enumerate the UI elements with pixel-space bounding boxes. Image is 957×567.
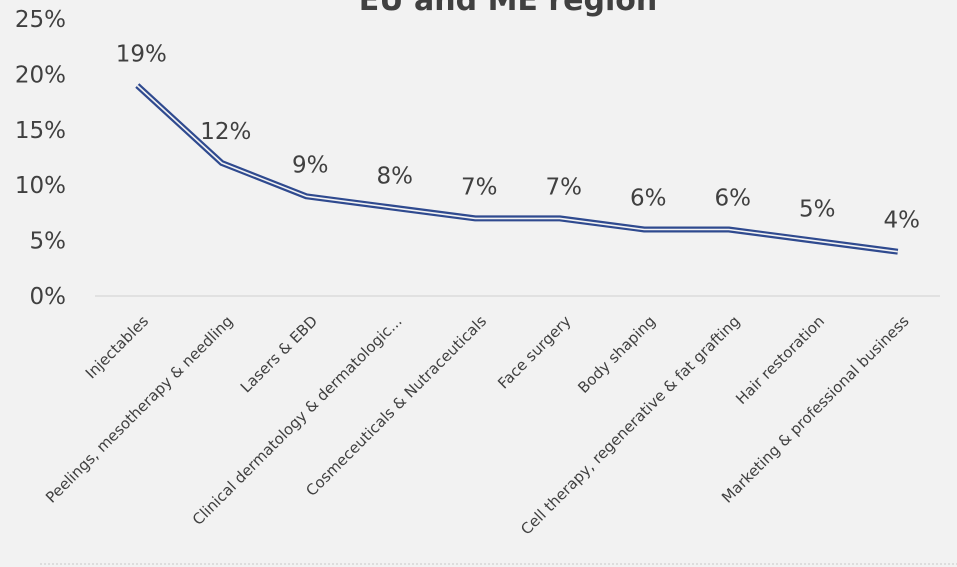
series-group	[135, 83, 899, 255]
chart-title: EU and ME region	[359, 0, 657, 18]
series-line	[135, 83, 899, 255]
category-label: Face surgery	[494, 312, 574, 392]
category-label: Injectables	[82, 312, 152, 382]
data-label: 4%	[884, 208, 921, 234]
y-tick-label: 20%	[15, 62, 66, 88]
series-line-inner	[136, 84, 898, 253]
data-label: 5%	[799, 197, 836, 223]
data-label: 12%	[200, 119, 251, 145]
data-label: 8%	[377, 163, 414, 189]
y-tick-label: 25%	[15, 7, 66, 33]
y-tick-label: 15%	[15, 118, 66, 144]
category-label: Hair restoration	[732, 312, 828, 408]
y-tick-label: 5%	[30, 229, 67, 255]
data-label: 19%	[116, 41, 167, 67]
y-tick-label: 10%	[15, 173, 66, 199]
category-label: Body shaping	[574, 312, 659, 397]
category-label: Lasers & EBD	[237, 312, 321, 396]
data-label: 6%	[630, 186, 667, 212]
y-axis-ticks: 0% 5% 10% 15% 20% 25%	[15, 7, 66, 310]
y-tick-label: 0%	[30, 284, 67, 310]
data-label: 7%	[546, 174, 583, 200]
category-label: Cosmeceuticals & Nutraceuticals	[302, 312, 490, 500]
data-labels: 19% 12% 9% 8% 7% 7% 6% 6% 5% 4%	[116, 41, 920, 233]
category-label: Marketing & professional business	[718, 312, 913, 507]
data-label: 6%	[715, 186, 752, 212]
data-label: 9%	[292, 152, 329, 178]
category-label: Peelings, mesotherapy & needling	[42, 312, 236, 506]
data-label: 7%	[461, 174, 498, 200]
